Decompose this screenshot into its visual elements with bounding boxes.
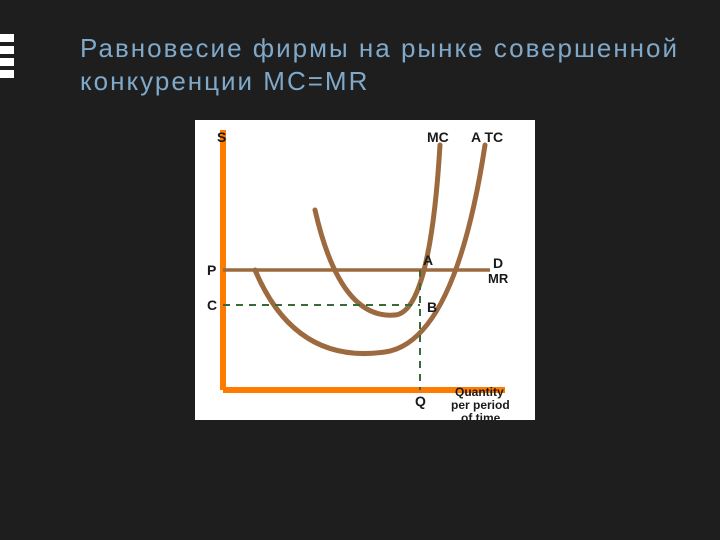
econ-chart: S P C A B DMR MC A TC Q Quantityper periodof time (195, 120, 535, 420)
label-s: S (217, 129, 226, 145)
label-mr: MR (488, 271, 509, 286)
side-stripe-bar (0, 70, 14, 78)
atc-curve (255, 145, 485, 354)
label-d: D (493, 255, 503, 271)
label-atc: A TC (471, 129, 503, 145)
slide-title: Равновесие фирмы на рынке совершенной ко… (80, 32, 680, 97)
label-a: A (423, 252, 433, 268)
side-stripe-bar (0, 58, 14, 66)
chart-container: S P C A B DMR MC A TC Q Quantityper periodof time (195, 120, 535, 420)
mc-curve (315, 145, 440, 315)
label-c: C (207, 297, 217, 313)
label-qtyl3: of time (461, 411, 501, 420)
label-p: P (207, 262, 216, 278)
label-qtyl2: per period (451, 398, 510, 412)
side-stripe-bar (0, 46, 14, 54)
side-stripe-bar (0, 34, 14, 42)
label-qtyl1: Quantity (455, 385, 504, 399)
label-q: Q (415, 393, 426, 409)
label-b: B (427, 299, 437, 315)
slide: Равновесие фирмы на рынке совершенной ко… (0, 0, 720, 540)
side-stripe (0, 0, 14, 540)
label-mc: MC (427, 129, 449, 145)
